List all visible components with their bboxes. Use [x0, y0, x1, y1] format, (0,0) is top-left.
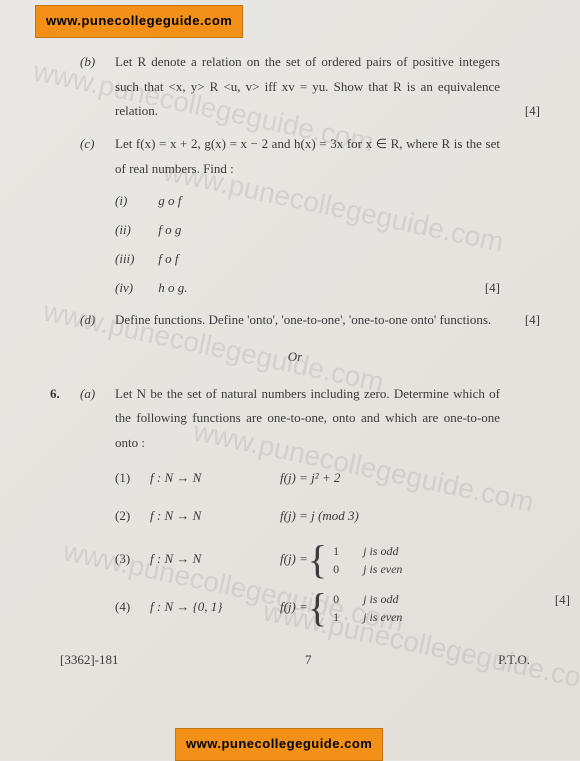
label-b: (b) — [80, 50, 115, 124]
brace-icon: { — [308, 540, 327, 580]
num-6: 6. — [50, 382, 80, 456]
q-b-content: Let R denote a relation on the set of or… — [115, 54, 500, 118]
marks-6: [4] — [555, 588, 570, 613]
footer-center: 7 — [305, 648, 312, 673]
question-b: (b) Let R denote a relation on the set o… — [50, 50, 540, 124]
c-sub-item: (i) g o f — [115, 189, 540, 214]
func-def: f : N → N — [150, 466, 280, 491]
func-num: (2) — [115, 504, 150, 529]
sub-label: (i) — [115, 189, 155, 214]
label-d: (d) — [80, 308, 115, 333]
function-row: (4) f : N → {0, 1} f(j) = { 0j is odd1j … — [115, 588, 540, 628]
func-def: f : N → N — [150, 547, 280, 572]
func-num: (4) — [115, 595, 150, 620]
url-badge-bottom: www.punecollegeguide.com — [175, 728, 383, 761]
marks-c: [4] — [485, 276, 500, 301]
c-sub-item: (iii) f o f — [115, 247, 540, 272]
footer-right: P.T.O. — [498, 648, 530, 673]
func-eq-cell: f(j) = { 0j is odd1j is even [4] — [280, 588, 540, 628]
func-eq-cell: f(j) = j (mod 3) — [280, 504, 540, 529]
label-c: (c) — [80, 132, 115, 181]
func-eq-cell: f(j) = { 1j is odd0j is even — [280, 540, 540, 580]
question-6a: 6. (a) Let N be the set of natural numbe… — [50, 382, 540, 456]
func-def: f : N → {0, 1} — [150, 595, 280, 620]
piece-cases: 1j is odd0j is even — [333, 542, 402, 578]
sub-label: (ii) — [115, 218, 155, 243]
q-d-content: Define functions. Define 'onto', 'one-to… — [115, 312, 491, 327]
url-badge-top: www.punecollegeguide.com — [35, 5, 243, 38]
marks-d: [4] — [525, 308, 540, 333]
footer-left: [3362]-181 — [60, 648, 119, 673]
brace-icon: { — [308, 588, 327, 628]
question-c: (c) Let f(x) = x + 2, g(x) = x − 2 and h… — [50, 132, 540, 181]
sub-label: (iii) — [115, 247, 155, 272]
func-eq: f(j) = j (mod 3) — [280, 508, 359, 523]
sub-text: f o g — [158, 222, 181, 237]
sub-label: (iv) — [115, 276, 155, 301]
text-d: Define functions. Define 'onto', 'one-to… — [115, 308, 540, 333]
c-sub-item: (ii) f o g — [115, 218, 540, 243]
function-row: (2) f : N → N f(j) = j (mod 3) — [115, 502, 540, 532]
text-6a: Let N be the set of natural numbers incl… — [115, 382, 540, 456]
marks-b: [4] — [525, 99, 540, 124]
exam-page: www.punecollegeguide.com www.punecollege… — [0, 0, 580, 760]
sub-text: f o f — [158, 251, 178, 266]
piece-cases: 0j is odd1j is even — [333, 590, 402, 626]
piecewise-prefix: f(j) = — [280, 547, 308, 572]
label-6a: (a) — [80, 382, 115, 456]
func-def: f : N → N — [150, 504, 280, 529]
c-sub-item: (iv) h o g. [4] — [115, 276, 540, 301]
function-row: (1) f : N → N f(j) = j² + 2 — [115, 464, 540, 494]
func-num: (3) — [115, 547, 150, 572]
page-footer: [3362]-181 7 P.T.O. — [50, 648, 540, 673]
text-b: Let R denote a relation on the set of or… — [115, 50, 540, 124]
function-row: (3) f : N → N f(j) = { 1j is odd0j is ev… — [115, 540, 540, 580]
func-num: (1) — [115, 466, 150, 491]
question-d: (d) Define functions. Define 'onto', 'on… — [50, 308, 540, 333]
sub-text: g o f — [158, 193, 181, 208]
sub-text: h o g. — [158, 280, 187, 295]
piecewise-prefix: f(j) = — [280, 595, 308, 620]
func-eq-cell: f(j) = j² + 2 — [280, 466, 540, 491]
or-separator: Or — [50, 345, 540, 370]
func-eq: f(j) = j² + 2 — [280, 470, 340, 485]
text-c: Let f(x) = x + 2, g(x) = x − 2 and h(x) … — [115, 132, 540, 181]
